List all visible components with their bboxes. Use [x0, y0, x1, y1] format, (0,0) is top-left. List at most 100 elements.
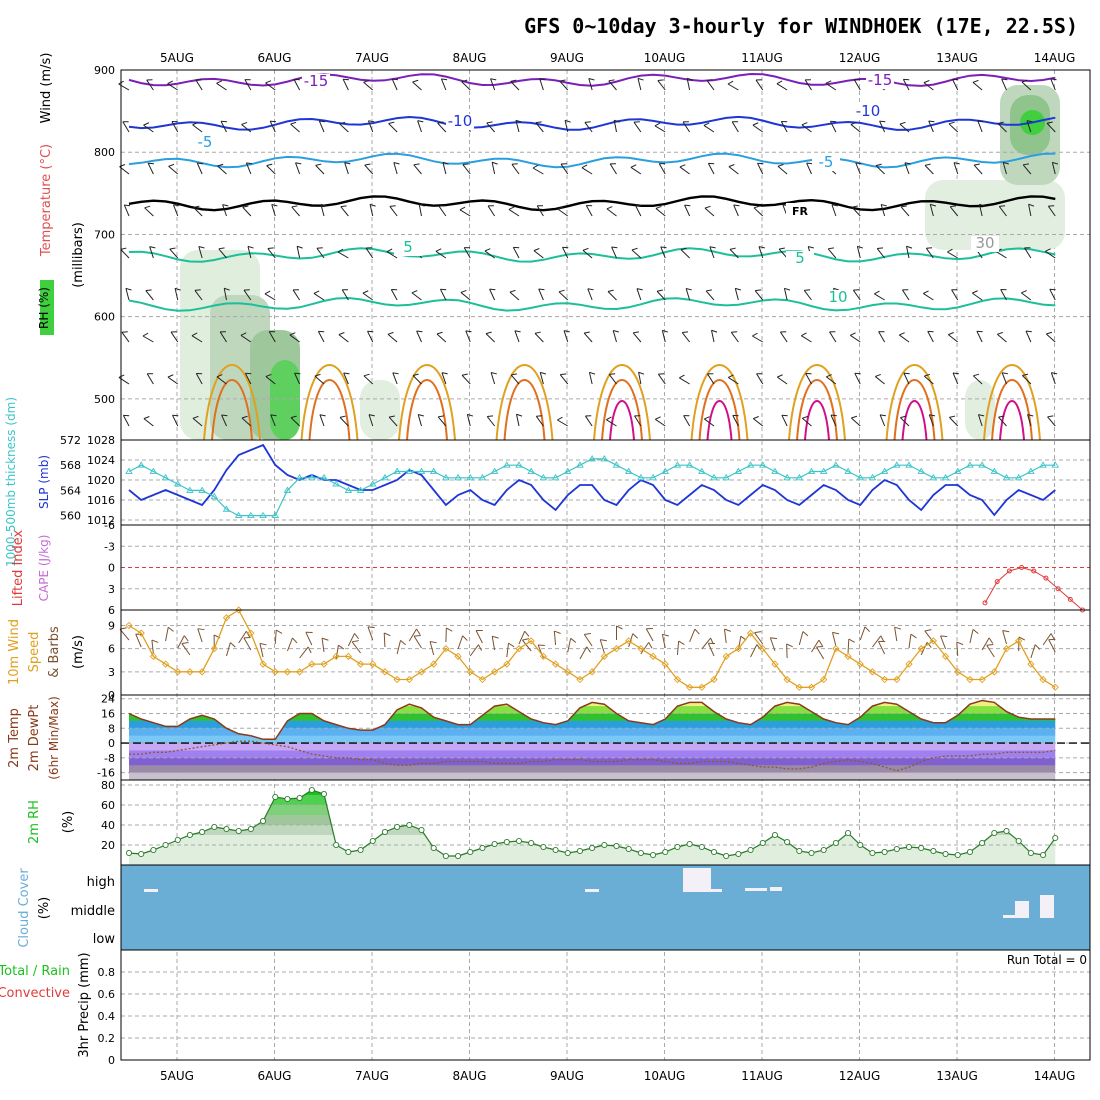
warm-contour: [495, 364, 554, 441]
wind-barb-flag: [755, 289, 762, 292]
wind-barb: [1001, 372, 1009, 385]
thickness-marker: [356, 486, 365, 493]
wind-barb-flag: [999, 205, 1006, 207]
wind-barb-flag: [850, 332, 856, 336]
wind10m-barb-staff: [956, 641, 959, 657]
wind-barb-flag: [294, 372, 301, 375]
wind10m-barb-staff: [567, 638, 572, 653]
wind-barb: [296, 245, 303, 259]
y-axis-label: (millibars): [71, 222, 86, 288]
wind-barb-flag: [658, 373, 665, 375]
wind-barb-flag: [679, 374, 685, 379]
wind-barb: [588, 371, 596, 385]
wind10m-barb-flag: [538, 644, 545, 647]
wind-barb-flag: [904, 162, 911, 165]
wind-barb: [245, 162, 253, 175]
wind-barb-flag: [295, 162, 302, 165]
wind10m-barb: [521, 638, 532, 652]
wind-barb-flag: [704, 205, 711, 209]
wind-barb-staff: [560, 163, 569, 175]
wind-barb-staff: [752, 418, 764, 427]
wind10m-barb-flag: [462, 635, 468, 641]
thickness-marker: [283, 486, 292, 493]
rh-marker: [796, 847, 803, 855]
wind-barb-staff: [636, 288, 642, 301]
wind-barb: [174, 287, 181, 301]
wind-barb-flag: [269, 331, 276, 333]
wind-barb-flag: [120, 247, 127, 250]
warm-contour: [893, 379, 936, 441]
wind10m-barb-flag: [384, 632, 391, 637]
wind-barb: [900, 415, 910, 427]
wind10m-barb-staff: [119, 628, 130, 641]
wind-barb-flag: [608, 79, 615, 82]
wind-barb: [417, 120, 424, 133]
thickness-marker: [917, 467, 925, 474]
wind-barb-staff: [1051, 162, 1056, 175]
wind-barb: [928, 414, 936, 427]
wind-barb: [757, 162, 764, 175]
wind10m-barb: [872, 635, 885, 648]
wind10m-barb-flag: [524, 630, 530, 637]
wind-speed-marker: [564, 668, 572, 676]
wind-barb-staff: [222, 204, 227, 217]
thickness-marker: [685, 461, 694, 468]
wind-barb-staff: [460, 292, 471, 301]
wind-barb: [998, 205, 1007, 217]
wind-barb-flag: [679, 164, 686, 168]
wind10m-barb-staff: [750, 644, 758, 658]
wind-barb-flag: [247, 245, 254, 249]
wind-barb-flag: [948, 121, 955, 125]
wind-barb-flag: [270, 120, 277, 123]
wind-speed-marker: [698, 683, 706, 691]
wind-barb-staff: [532, 167, 544, 175]
y-axis-label: Speed: [27, 632, 42, 673]
wind-barb-staff: [535, 122, 544, 133]
wind10m-barb: [986, 644, 995, 658]
wind10m-barb-flag: [848, 638, 855, 643]
thickness-marker: [405, 467, 414, 474]
precip-tick-label: 0.2: [98, 1032, 116, 1045]
wind10m-barb-flag: [894, 626, 902, 630]
wind-barb: [679, 164, 690, 175]
wind-barb-flag: [389, 205, 396, 207]
wind-speed-marker: [356, 660, 365, 668]
wind-barb: [657, 79, 666, 91]
wind-barb-staff: [564, 120, 569, 133]
wind-barb-staff: [780, 121, 788, 133]
wind-barb-staff: [515, 120, 520, 133]
wind-barb: [829, 120, 837, 133]
wind-barb: [947, 248, 958, 259]
wind-barb-flag: [662, 329, 669, 333]
thickness-marker: [478, 473, 487, 481]
wind10m-barb: [616, 625, 623, 640]
rh-marker: [150, 846, 157, 854]
temp-band: [129, 757, 1056, 766]
wind-barb-staff: [1001, 372, 1007, 385]
wind-barb-staff: [1026, 120, 1032, 133]
warm-contour: [698, 379, 741, 441]
wind-barb: [247, 245, 254, 259]
y-axis-label: Wind (m/s): [39, 53, 54, 124]
thickness-marker: [710, 473, 718, 481]
wind-barb-flag: [171, 331, 177, 333]
wind-barb: [1026, 120, 1033, 133]
wind-speed-marker: [807, 683, 816, 691]
wind-barb-staff: [1022, 375, 1032, 385]
wind-barb-flag: [704, 416, 710, 420]
wind10m-barb: [321, 637, 329, 653]
wind-barb-flag: [508, 206, 515, 210]
wind10m-barb-flag: [338, 644, 345, 650]
contour-label: -5: [198, 133, 213, 151]
wind10m-barb-staff: [299, 646, 309, 659]
wind-barb: [338, 332, 349, 343]
wind-barb-staff: [245, 162, 252, 175]
wind-barb-staff: [728, 377, 739, 385]
wind-barb-staff: [754, 290, 764, 301]
rh-band: [129, 790, 1056, 795]
wind-barb: [167, 80, 179, 91]
wind-barb: [703, 416, 715, 427]
wind10m-barb-flag: [586, 646, 591, 653]
wind-speed-marker: [832, 644, 840, 653]
rh-tick-label: 40: [101, 819, 115, 832]
